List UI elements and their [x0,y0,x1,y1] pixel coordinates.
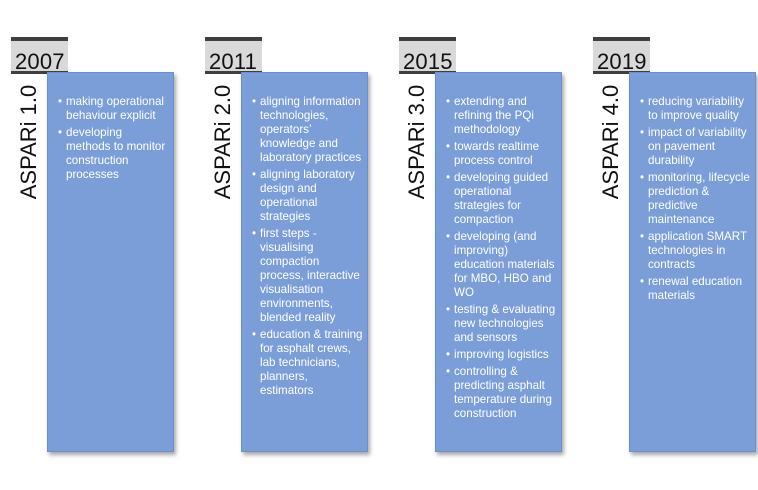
phase-label: ASPARi 1.0 [16,84,41,200]
list-item: monitoring, lifecycle prediction & predi… [640,171,751,227]
year-label: 2011 [209,49,258,74]
year-tab [11,37,68,74]
list-item: reducing variability to improve quality [640,95,751,123]
phase-aspari-4: reducing variability to improve quality … [593,0,758,490]
item-list: extending and refining the PQi methodolo… [436,73,561,421]
phase-label: ASPARi 4.0 [598,84,623,200]
phase-label-container: ASPARi 1.0 [11,82,47,202]
list-item: towards realtime process control [446,140,557,168]
phase-aspari-3: extending and refining the PQi methodolo… [399,0,564,490]
list-item: improving logistics [446,348,557,362]
phase-label-container: ASPARi 2.0 [205,82,241,202]
list-item: testing & evaluating new technologies an… [446,303,557,345]
year-label: 2015 [403,49,453,74]
list-item: making operational behaviour explicit [58,95,169,123]
phase-label: ASPARi 2.0 [210,84,235,200]
phase-card: reducing variability to improve quality … [629,72,756,452]
item-list: making operational behaviour explicit de… [48,73,173,182]
phase-aspari-1: making operational behaviour explicit de… [11,0,176,490]
phase-label-container: ASPARi 3.0 [399,82,435,202]
list-item: extending and refining the PQi methodolo… [446,95,557,137]
list-item: first steps - visualising compaction pro… [252,227,363,325]
phase-card: making operational behaviour explicit de… [47,72,174,452]
year-tab [399,37,456,74]
phase-label: ASPARi 3.0 [404,84,429,200]
phase-aspari-2: aligning information technologies, opera… [205,0,370,490]
list-item: aligning laboratory design and operation… [252,168,363,224]
list-item: education & training for asphalt crews, … [252,328,363,398]
item-list: reducing variability to improve quality … [630,73,755,303]
item-list: aligning information technologies, opera… [242,73,367,398]
phase-card: aligning information technologies, opera… [241,72,368,452]
year-tab [205,37,262,74]
year-tab [593,37,650,74]
phase-label-container: ASPARi 4.0 [593,82,629,202]
list-item: renewal education materials [640,275,751,303]
list-item: aligning information technologies, opera… [252,95,363,165]
list-item: application SMART technologies in contra… [640,230,751,272]
list-item: developing (and improving) education mat… [446,230,557,300]
list-item: developing methods to monitor constructi… [58,126,169,182]
year-label: 2007 [15,49,65,74]
phase-card: extending and refining the PQi methodolo… [435,72,562,452]
list-item: developing guided operational strategies… [446,171,557,227]
year-label: 2019 [597,49,647,74]
list-item: controlling & predicting asphalt tempera… [446,365,557,421]
list-item: impact of variability on pavement durabi… [640,126,751,168]
